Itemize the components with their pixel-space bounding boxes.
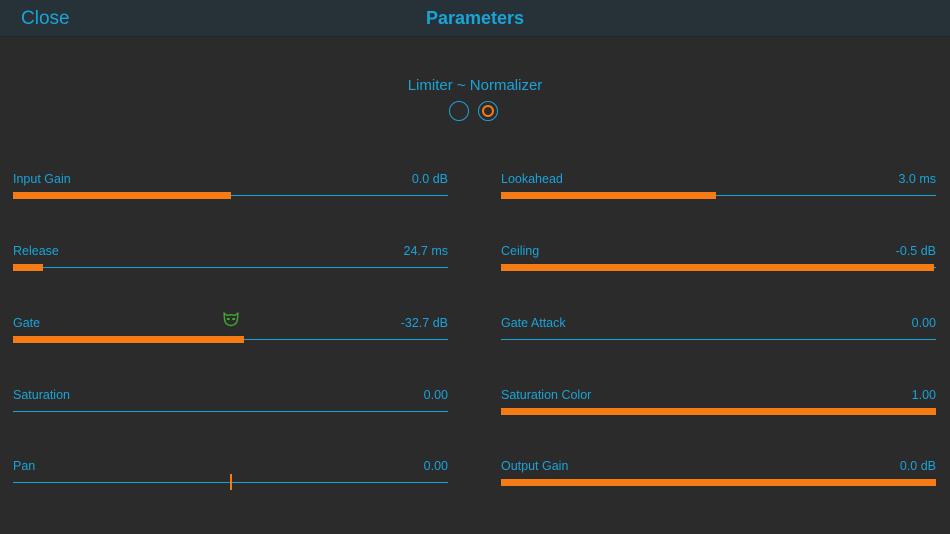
param-saturation-color: Saturation Color 1.00 bbox=[501, 388, 936, 428]
param-value: 24.7 ms bbox=[403, 244, 448, 258]
slider-fill bbox=[501, 192, 716, 199]
output-gain-slider[interactable] bbox=[501, 479, 936, 486]
param-value: 0.00 bbox=[911, 316, 936, 330]
slider-track-line bbox=[13, 411, 448, 412]
param-saturation: Saturation 0.00 bbox=[13, 388, 448, 428]
slider-track-line bbox=[501, 195, 936, 196]
slider-fill bbox=[13, 336, 244, 343]
release-slider[interactable] bbox=[13, 264, 448, 271]
param-value: 0.00 bbox=[423, 459, 448, 473]
mode-selector bbox=[449, 101, 501, 123]
slider-fill bbox=[501, 264, 934, 271]
param-value: 0.0 dB bbox=[899, 459, 936, 473]
param-label: Gate bbox=[13, 316, 41, 330]
slider-fill bbox=[501, 479, 936, 486]
close-button[interactable]: Close bbox=[21, 8, 70, 29]
param-value: 0.00 bbox=[423, 388, 448, 402]
param-label: Saturation Color bbox=[501, 388, 592, 402]
param-release: Release 24.7 ms bbox=[13, 244, 448, 284]
gate-attack-slider[interactable] bbox=[501, 336, 936, 343]
param-gate-attack: Gate Attack 0.00 bbox=[501, 316, 936, 356]
param-value: -32.7 dB bbox=[400, 316, 448, 330]
param-label: Saturation bbox=[13, 388, 70, 402]
param-ceiling: Ceiling -0.5 dB bbox=[501, 244, 936, 284]
param-label: Output Gain bbox=[501, 459, 569, 473]
param-value: 0.0 dB bbox=[411, 172, 448, 186]
slider-track-line bbox=[501, 339, 936, 340]
param-label: Gate Attack bbox=[501, 316, 566, 330]
input-gain-slider[interactable] bbox=[13, 192, 448, 199]
param-lookahead: Lookahead 3.0 ms bbox=[501, 172, 936, 212]
radio-dot bbox=[482, 105, 494, 117]
mask-icon[interactable] bbox=[222, 310, 240, 328]
param-output-gain: Output Gain 0.0 dB bbox=[501, 459, 936, 499]
mode-radio-normalizer[interactable] bbox=[478, 101, 498, 121]
param-label: Pan bbox=[13, 459, 36, 473]
param-input-gain: Input Gain 0.0 dB bbox=[13, 172, 448, 212]
radio-dot bbox=[453, 105, 465, 117]
lookahead-slider[interactable] bbox=[501, 192, 936, 199]
saturation-color-slider[interactable] bbox=[501, 408, 936, 415]
param-label: Release bbox=[13, 244, 59, 258]
page-title: Parameters bbox=[425, 8, 525, 28]
param-label: Input Gain bbox=[13, 172, 71, 186]
slider-track-line bbox=[13, 267, 448, 268]
pan-slider[interactable] bbox=[13, 474, 448, 490]
param-value: 1.00 bbox=[911, 388, 936, 402]
header-bar: Close Parameters bbox=[0, 0, 950, 37]
param-label: Lookahead bbox=[501, 172, 563, 186]
slider-fill bbox=[13, 192, 231, 199]
slider-fill bbox=[501, 408, 936, 415]
param-value: 3.0 ms bbox=[898, 172, 936, 186]
gate-slider[interactable] bbox=[13, 336, 448, 343]
param-gate: Gate -32.7 dB bbox=[13, 312, 448, 356]
saturation-slider[interactable] bbox=[13, 408, 448, 415]
mode-radio-limiter[interactable] bbox=[449, 101, 469, 121]
param-value: -0.5 dB bbox=[895, 244, 936, 258]
ceiling-slider[interactable] bbox=[501, 264, 936, 271]
param-pan: Pan 0.00 bbox=[13, 459, 448, 499]
mode-label: Limiter ~ Normalizer bbox=[407, 77, 543, 94]
pan-center-marker bbox=[230, 474, 232, 490]
slider-fill bbox=[13, 264, 43, 271]
param-label: Ceiling bbox=[501, 244, 540, 258]
